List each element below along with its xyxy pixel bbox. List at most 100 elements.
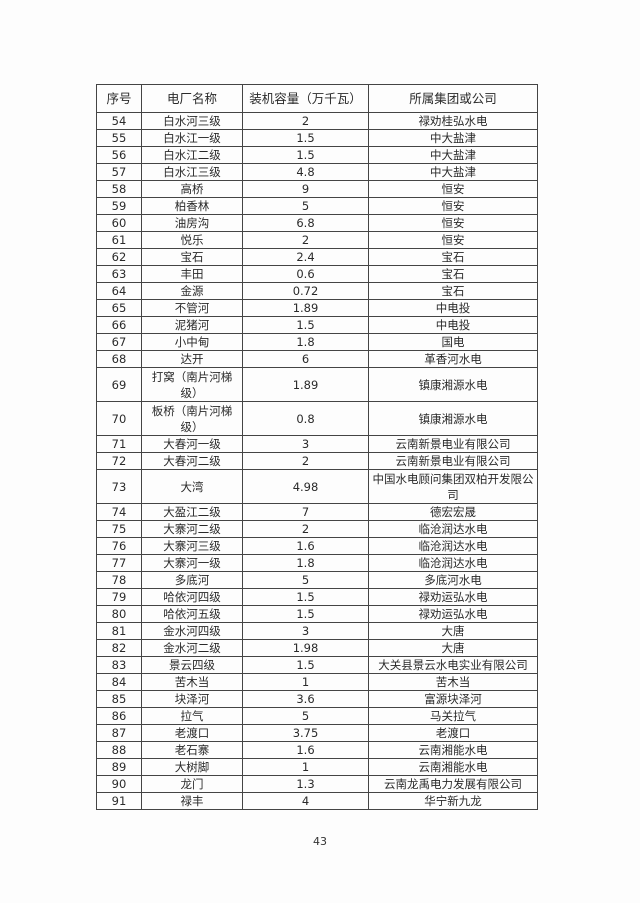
table-row: 88 老石寨 1.6 云南湘能水电 <box>96 741 538 759</box>
cell-index: 54 <box>96 112 142 130</box>
table-row: 85 块泽河 3.6 富源块泽河 <box>96 690 538 708</box>
cell-company: 革香河水电 <box>368 350 538 368</box>
cell-company: 临沧润达水电 <box>368 537 538 555</box>
table-row: 59 柏香林 5 恒安 <box>96 197 538 215</box>
table-body: 54 白水河三级 2 禄劝桂弘水电 55 白水江一级 1.5 中大盐津 56 白水江二级 1.5 中大… <box>96 112 538 810</box>
cell-capacity: 1.89 <box>242 367 369 402</box>
cell-capacity: 1.5 <box>242 316 369 334</box>
table-row: 81 金水河四级 3 大唐 <box>96 622 538 640</box>
cell-company: 中国水电顾问集团双柏开发限公司 <box>368 469 538 504</box>
table-row: 77 大寨河一级 1.8 临沧润达水电 <box>96 554 538 572</box>
cell-capacity: 0.8 <box>242 401 369 436</box>
cell-plant-name: 宝石 <box>141 248 243 266</box>
table-row: 80 哈依河五级 1.5 禄劝运弘水电 <box>96 605 538 623</box>
cell-capacity: 3.75 <box>242 724 369 742</box>
cell-plant-name: 悦乐 <box>141 231 243 249</box>
cell-capacity: 1.5 <box>242 588 369 606</box>
cell-plant-name: 不管河 <box>141 299 243 317</box>
cell-company: 禄劝运弘水电 <box>368 605 538 623</box>
cell-index: 84 <box>96 673 142 691</box>
cell-capacity: 1.89 <box>242 299 369 317</box>
cell-company: 恒安 <box>368 214 538 232</box>
table-row: 56 白水江二级 1.5 中大盐津 <box>96 146 538 164</box>
cell-company: 云南湘能水电 <box>368 758 538 776</box>
cell-company: 中电投 <box>368 299 538 317</box>
cell-index: 70 <box>96 401 142 436</box>
cell-index: 72 <box>96 452 142 470</box>
cell-company: 多底河水电 <box>368 571 538 589</box>
cell-capacity: 1.8 <box>242 333 369 351</box>
table-row: 65 不管河 1.89 中电投 <box>96 299 538 317</box>
table-row: 69 打窝（南片河梯级） 1.89 镇康湘源水电 <box>96 367 538 402</box>
cell-plant-name: 大盈江二级 <box>141 503 243 521</box>
cell-capacity: 5 <box>242 707 369 725</box>
cell-index: 60 <box>96 214 142 232</box>
cell-index: 59 <box>96 197 142 215</box>
table-row: 90 龙门 1.3 云南龙禹电力发展有限公司 <box>96 775 538 793</box>
cell-capacity: 1.5 <box>242 129 369 147</box>
cell-company: 恒安 <box>368 231 538 249</box>
cell-company: 禄劝运弘水电 <box>368 588 538 606</box>
cell-company: 云南新景电业有限公司 <box>368 435 538 453</box>
cell-plant-name: 大春河二级 <box>141 452 243 470</box>
table-row: 58 高桥 9 恒安 <box>96 180 538 198</box>
cell-company: 镇康湘源水电 <box>368 367 538 402</box>
cell-company: 临沧润达水电 <box>368 520 538 538</box>
cell-index: 55 <box>96 129 142 147</box>
cell-plant-name: 金源 <box>141 282 243 300</box>
cell-plant-name: 大寨河二级 <box>141 520 243 538</box>
cell-capacity: 1.6 <box>242 537 369 555</box>
cell-index: 62 <box>96 248 142 266</box>
cell-plant-name: 苦木当 <box>141 673 243 691</box>
cell-capacity: 9 <box>242 180 369 198</box>
cell-index: 77 <box>96 554 142 572</box>
cell-capacity: 1.8 <box>242 554 369 572</box>
cell-index: 82 <box>96 639 142 657</box>
cell-capacity: 1.5 <box>242 605 369 623</box>
cell-capacity: 1.5 <box>242 146 369 164</box>
cell-plant-name: 泥猪河 <box>141 316 243 334</box>
table-row: 68 达开 6 革香河水电 <box>96 350 538 368</box>
table-row: 73 大湾 4.98 中国水电顾问集团双柏开发限公司 <box>96 469 538 504</box>
cell-plant-name: 板桥（南片河梯级） <box>141 401 243 436</box>
page-number: 43 <box>313 835 327 848</box>
cell-index: 81 <box>96 622 142 640</box>
cell-company: 禄劝桂弘水电 <box>368 112 538 130</box>
cell-company: 宝石 <box>368 248 538 266</box>
cell-company: 中电投 <box>368 316 538 334</box>
cell-plant-name: 拉气 <box>141 707 243 725</box>
cell-plant-name: 打窝（南片河梯级） <box>141 367 243 402</box>
cell-index: 80 <box>96 605 142 623</box>
table-row: 71 大春河一级 3 云南新景电业有限公司 <box>96 435 538 453</box>
cell-index: 58 <box>96 180 142 198</box>
cell-capacity: 2 <box>242 112 369 130</box>
power-plant-table: 序号 电厂名称 装机容量（万千瓦） 所属集团或公司 54 白水河三级 2 禄劝桂弘水电… <box>96 84 538 810</box>
cell-plant-name: 小中甸 <box>141 333 243 351</box>
cell-plant-name: 景云四级 <box>141 656 243 674</box>
table-row: 55 白水江一级 1.5 中大盐津 <box>96 129 538 147</box>
table-row: 60 油房沟 6.8 恒安 <box>96 214 538 232</box>
cell-company: 德宏宏晟 <box>368 503 538 521</box>
cell-company: 镇康湘源水电 <box>368 401 538 436</box>
table-row: 86 拉气 5 马关拉气 <box>96 707 538 725</box>
cell-company: 老渡口 <box>368 724 538 742</box>
table-header-row: 序号 电厂名称 装机容量（万千瓦） 所属集团或公司 <box>96 84 538 113</box>
table-row: 75 大寨河二级 2 临沧润达水电 <box>96 520 538 538</box>
cell-plant-name: 大寨河三级 <box>141 537 243 555</box>
cell-company: 云南龙禹电力发展有限公司 <box>368 775 538 793</box>
table-row: 61 悦乐 2 恒安 <box>96 231 538 249</box>
table-row: 89 大树脚 1 云南湘能水电 <box>96 758 538 776</box>
cell-plant-name: 哈依河四级 <box>141 588 243 606</box>
cell-capacity: 4.8 <box>242 163 369 181</box>
cell-index: 90 <box>96 775 142 793</box>
cell-capacity: 1.5 <box>242 656 369 674</box>
cell-capacity: 2 <box>242 231 369 249</box>
cell-company: 中大盐津 <box>368 146 538 164</box>
cell-capacity: 0.72 <box>242 282 369 300</box>
cell-index: 79 <box>96 588 142 606</box>
cell-company: 中大盐津 <box>368 129 538 147</box>
cell-plant-name: 丰田 <box>141 265 243 283</box>
cell-company: 大唐 <box>368 622 538 640</box>
cell-index: 69 <box>96 367 142 402</box>
cell-capacity: 6.8 <box>242 214 369 232</box>
